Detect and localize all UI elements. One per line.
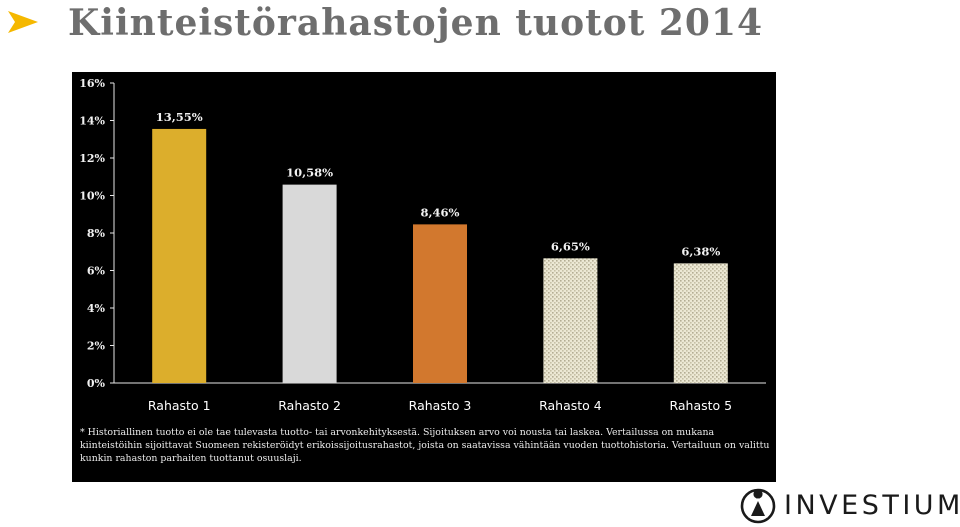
chart-panel: 0% 2% 4% 6% 8% 10% 12% 14% 16% 13,55% Rahasto 1 10,… bbox=[72, 72, 776, 482]
bar-4 bbox=[543, 258, 598, 383]
chart-footnote: * Historiallinen tuotto ei ole tae tulev… bbox=[80, 427, 770, 464]
investium-logo-text: INVESTIUM bbox=[784, 490, 960, 521]
y-tick-label: 14% bbox=[79, 115, 105, 128]
slide-header: Kiinteistörahastojen tuotot 2014 bbox=[0, 0, 960, 52]
x-category-label: Rahasto 1 bbox=[148, 398, 211, 413]
bar-value-label: 6,65% bbox=[551, 239, 590, 253]
bar-value-label: 10,58% bbox=[286, 166, 333, 180]
y-tick-label: 10% bbox=[79, 190, 105, 203]
x-category-label: Rahasto 4 bbox=[539, 398, 602, 413]
bar-value-label: 13,55% bbox=[156, 110, 203, 124]
bar-value-label: 8,46% bbox=[421, 205, 460, 219]
y-tick-label: 2% bbox=[87, 340, 106, 353]
bar-5 bbox=[673, 263, 728, 383]
y-tick-label: 16% bbox=[79, 77, 105, 90]
investium-logo-mark-icon bbox=[740, 488, 776, 524]
x-category-label: Rahasto 3 bbox=[409, 398, 472, 413]
bar-value-label: 6,38% bbox=[681, 244, 720, 258]
slide-title: Kiinteistörahastojen tuotot 2014 bbox=[68, 2, 764, 44]
x-category-label: Rahasto 2 bbox=[278, 398, 341, 413]
bar-1 bbox=[152, 128, 207, 383]
bar-3 bbox=[413, 224, 467, 383]
x-category-label: Rahasto 5 bbox=[669, 398, 732, 413]
investium-logo: INVESTIUM bbox=[738, 484, 960, 526]
arrow-bullet-icon bbox=[8, 11, 38, 33]
bar-2 bbox=[282, 184, 337, 383]
y-tick-label: 8% bbox=[87, 227, 106, 240]
bar-chart: 0% 2% 4% 6% 8% 10% 12% 14% 16% 13,55% Rahasto 1 10,… bbox=[79, 77, 766, 413]
y-tick-label: 4% bbox=[87, 302, 106, 315]
y-tick-label: 6% bbox=[87, 265, 106, 278]
y-tick-label: 0% bbox=[87, 377, 106, 390]
y-tick-label: 12% bbox=[79, 152, 105, 165]
